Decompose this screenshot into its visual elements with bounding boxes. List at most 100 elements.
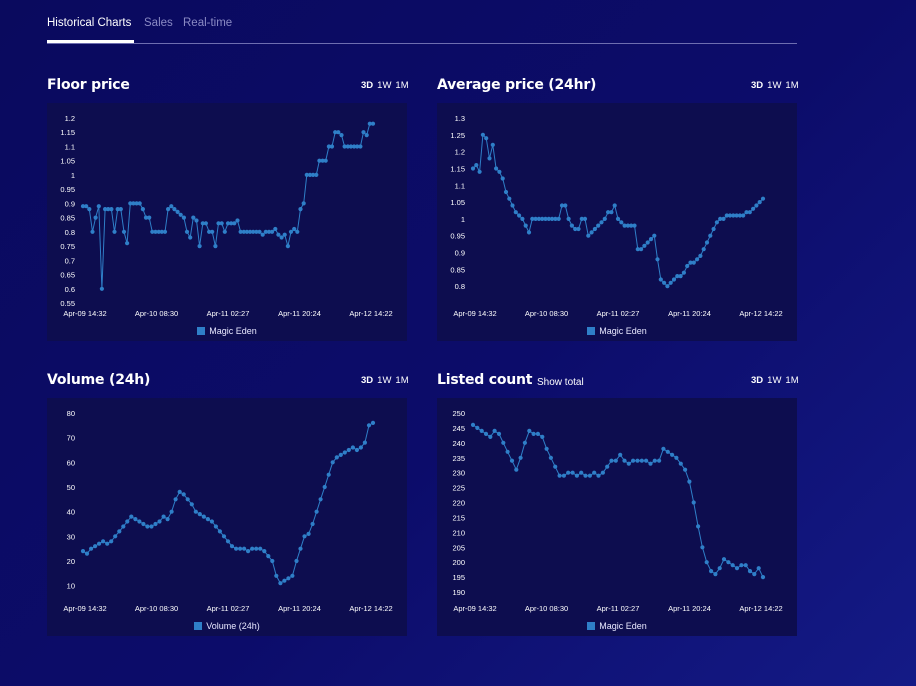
data-point[interactable]	[241, 229, 246, 234]
data-point[interactable]	[514, 467, 519, 472]
data-point[interactable]	[483, 431, 489, 436]
data-point[interactable]	[169, 509, 174, 514]
data-point[interactable]	[162, 229, 168, 234]
data-point[interactable]	[540, 434, 545, 439]
data-point[interactable]	[129, 514, 134, 519]
range-1w-button[interactable]: 1W	[377, 80, 392, 91]
data-point[interactable]	[219, 221, 224, 226]
data-point[interactable]	[207, 229, 212, 234]
data-point[interactable]	[235, 218, 240, 223]
data-point[interactable]	[262, 549, 267, 554]
data-point[interactable]	[671, 277, 677, 282]
data-point[interactable]	[361, 130, 366, 135]
data-point[interactable]	[540, 216, 545, 221]
data-point[interactable]	[645, 240, 650, 245]
data-point[interactable]	[326, 144, 331, 149]
data-point[interactable]	[302, 534, 307, 539]
data-point[interactable]	[194, 218, 199, 223]
data-point[interactable]	[731, 213, 736, 218]
data-point[interactable]	[121, 229, 127, 234]
data-point[interactable]	[314, 172, 319, 177]
data-point[interactable]	[213, 524, 218, 529]
data-point[interactable]	[544, 446, 549, 451]
range-1m-button[interactable]: 1M	[395, 80, 409, 91]
data-point[interactable]	[282, 578, 287, 583]
data-point[interactable]	[622, 223, 627, 228]
range-1m-button[interactable]: 1M	[785, 80, 799, 91]
tab-sales[interactable]: Sales	[144, 17, 173, 29]
data-point[interactable]	[576, 226, 581, 232]
data-point[interactable]	[87, 207, 92, 212]
data-point[interactable]	[523, 223, 528, 228]
data-point[interactable]	[276, 232, 281, 237]
data-point[interactable]	[629, 223, 634, 228]
data-point[interactable]	[169, 204, 174, 209]
range-3d-button[interactable]: 3D	[361, 80, 374, 91]
data-point[interactable]	[587, 473, 592, 478]
data-point[interactable]	[290, 573, 295, 578]
data-point[interactable]	[188, 235, 193, 240]
data-point[interactable]	[639, 247, 644, 252]
data-point[interactable]	[510, 203, 515, 208]
data-point[interactable]	[342, 450, 347, 455]
data-point[interactable]	[700, 545, 705, 550]
data-point[interactable]	[582, 216, 588, 221]
data-point[interactable]	[306, 531, 311, 536]
data-point[interactable]	[518, 455, 523, 460]
data-point[interactable]	[263, 229, 268, 234]
data-point[interactable]	[101, 539, 106, 544]
data-point[interactable]	[141, 521, 146, 527]
data-point[interactable]	[177, 489, 182, 494]
data-point[interactable]	[173, 497, 178, 502]
data-point[interactable]	[257, 229, 262, 234]
data-point[interactable]	[221, 534, 227, 539]
data-point[interactable]	[238, 229, 243, 234]
data-point[interactable]	[254, 546, 259, 551]
data-point[interactable]	[602, 216, 607, 221]
data-point[interactable]	[488, 434, 493, 439]
data-point[interactable]	[105, 541, 110, 546]
range-1m-button[interactable]: 1M	[395, 375, 409, 386]
data-point[interactable]	[225, 221, 231, 226]
data-point[interactable]	[530, 216, 535, 221]
data-point[interactable]	[727, 213, 733, 218]
data-point[interactable]	[200, 221, 205, 226]
data-point[interactable]	[536, 216, 541, 221]
data-point[interactable]	[133, 517, 138, 522]
data-point[interactable]	[175, 209, 180, 214]
data-point[interactable]	[605, 464, 610, 469]
data-point[interactable]	[583, 473, 588, 478]
data-point[interactable]	[622, 458, 627, 463]
data-point[interactable]	[354, 447, 359, 453]
data-point[interactable]	[713, 572, 718, 577]
data-point[interactable]	[234, 546, 239, 551]
data-point[interactable]	[251, 229, 256, 234]
data-point[interactable]	[665, 284, 670, 289]
data-point[interactable]	[350, 445, 355, 450]
data-point[interactable]	[217, 529, 222, 534]
data-point[interactable]	[698, 253, 703, 258]
data-point[interactable]	[559, 203, 565, 208]
data-point[interactable]	[734, 566, 740, 571]
data-point[interactable]	[631, 458, 636, 463]
data-point[interactable]	[364, 133, 369, 138]
chart-legend[interactable]: Magic Eden	[437, 621, 797, 631]
data-point[interactable]	[153, 521, 158, 527]
data-point[interactable]	[734, 213, 739, 218]
data-point[interactable]	[711, 226, 716, 232]
data-point[interactable]	[358, 144, 363, 149]
data-point[interactable]	[550, 216, 555, 221]
data-point[interactable]	[258, 546, 263, 551]
data-point[interactable]	[505, 449, 510, 454]
data-point[interactable]	[352, 144, 357, 149]
range-1w-button[interactable]: 1W	[767, 80, 782, 91]
data-point[interactable]	[739, 563, 744, 568]
data-point[interactable]	[668, 280, 673, 285]
data-point[interactable]	[278, 581, 283, 586]
data-point[interactable]	[334, 455, 339, 460]
data-point[interactable]	[657, 458, 662, 463]
data-point[interactable]	[714, 220, 719, 225]
data-point[interactable]	[681, 270, 686, 275]
data-point[interactable]	[709, 569, 714, 574]
data-point[interactable]	[685, 263, 690, 269]
